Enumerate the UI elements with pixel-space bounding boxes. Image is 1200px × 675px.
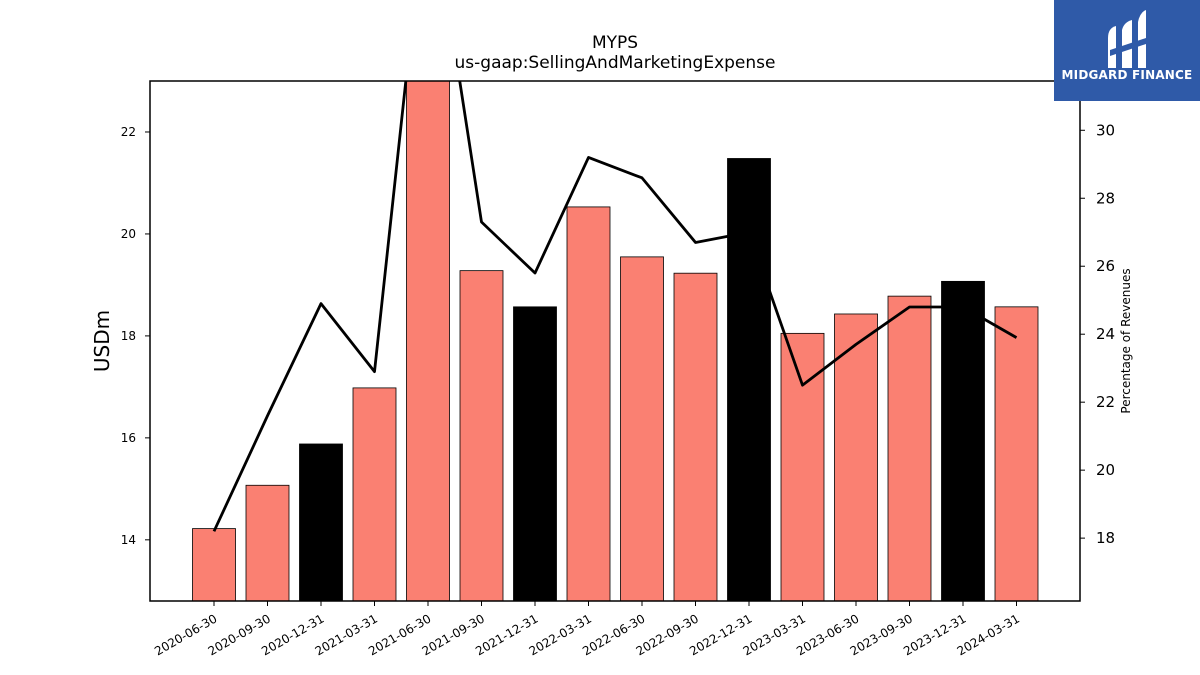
- y-tick-label: 16: [121, 431, 136, 445]
- y2-tick-label: 18: [1096, 529, 1115, 547]
- y2-tick-label: 22: [1096, 393, 1115, 411]
- left-axis-ticks: 14 16 18 20 22: [121, 125, 150, 547]
- y2-tick-label: 28: [1096, 189, 1115, 207]
- y2-tick-label: 20: [1096, 461, 1115, 479]
- bar-2023-12-31: [941, 280, 985, 601]
- y2-tick-label: 24: [1096, 325, 1115, 343]
- y-tick-label: 20: [121, 227, 136, 241]
- y2-tick-label: 30: [1096, 121, 1115, 139]
- y-tick-label: 14: [121, 533, 136, 547]
- bar-2023-03-31: [780, 332, 825, 601]
- y-axis-label: USDm: [90, 310, 114, 372]
- x-axis-ticks: 2020-06-302020-09-302020-12-312021-03-31…: [152, 601, 1022, 658]
- bar-2022-09-30: [673, 272, 718, 601]
- percentage-line: [212, 81, 1018, 532]
- bar-2021-03-31: [352, 387, 397, 601]
- y-tick-label: 18: [121, 329, 136, 343]
- bar-2022-03-31: [566, 206, 611, 601]
- bars-group: [192, 81, 1039, 601]
- bar-2024-03-31: [994, 306, 1039, 601]
- y2-tick-label: 26: [1096, 257, 1115, 275]
- right-axis-ticks: 18 20 22 24 26 28 30: [1080, 121, 1115, 547]
- bar-2022-06-30: [620, 256, 664, 601]
- bar-2022-12-31: [727, 158, 771, 601]
- bar-2020-09-30: [245, 484, 290, 601]
- y2-axis-label: Percentage of Revenues: [1119, 268, 1133, 413]
- chart-subtitle: us-gaap:SellingAndMarketingExpense: [455, 53, 776, 73]
- bar-2020-12-31: [299, 443, 343, 601]
- bar-2023-09-30: [887, 295, 932, 601]
- bar-2023-06-30: [834, 313, 878, 601]
- midgard-finance-logo: MIDGARD FINANCE: [1054, 0, 1200, 101]
- bar-2021-09-30: [459, 270, 504, 601]
- bar-2021-12-31: [513, 306, 557, 601]
- midgard-logo-icon: [1108, 10, 1146, 68]
- bar-2021-06-30: [406, 81, 450, 601]
- y-tick-label: 22: [121, 125, 136, 139]
- chart-title: MYPS: [592, 33, 638, 53]
- plot-frame: [149, 80, 1081, 602]
- bar-2020-06-30: [192, 528, 236, 601]
- logo-text: MIDGARD FINANCE: [1061, 68, 1193, 82]
- line-group: [212, 81, 1018, 532]
